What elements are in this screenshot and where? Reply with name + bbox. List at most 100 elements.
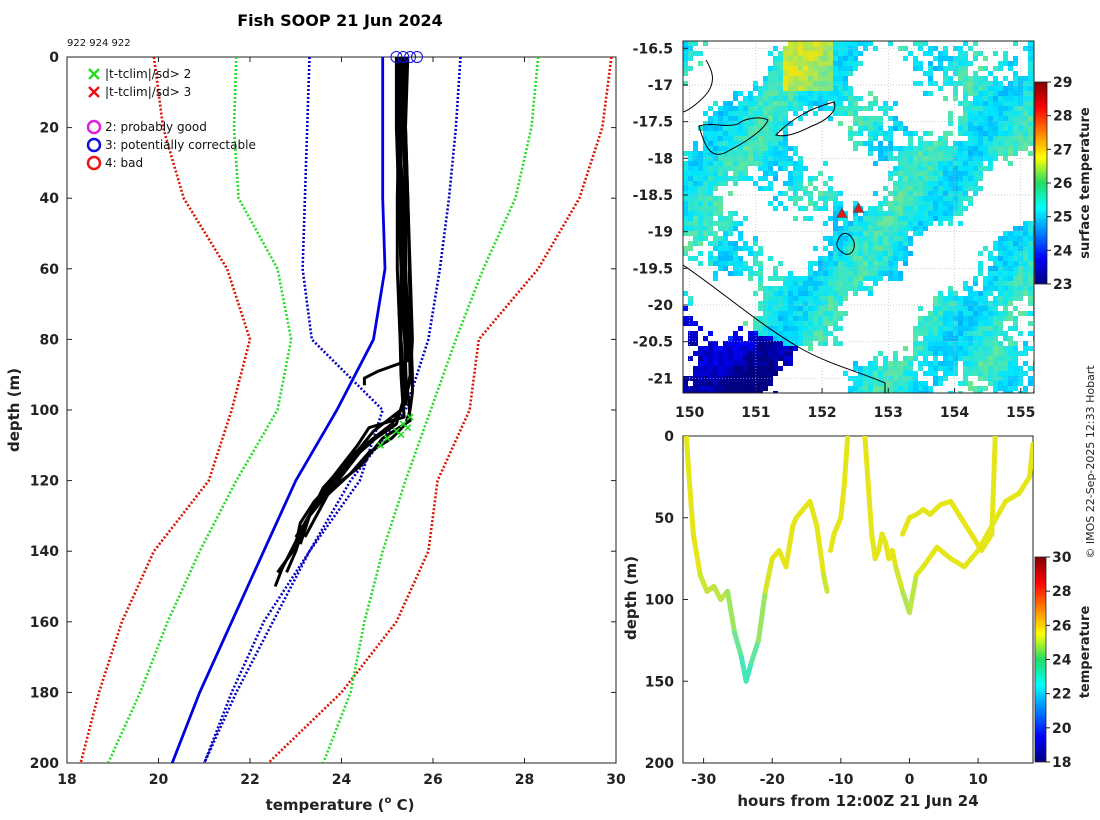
sst-cell xyxy=(1013,101,1018,106)
flag-2sd-marker xyxy=(383,434,391,442)
sst-cell xyxy=(683,206,688,211)
sst-cell xyxy=(928,311,933,316)
sst-cell xyxy=(953,141,958,146)
sst-cell xyxy=(953,306,958,311)
sst-cell xyxy=(923,206,928,211)
sst-cell xyxy=(923,146,928,151)
sst-cell xyxy=(753,116,758,121)
sst-cell xyxy=(928,51,933,56)
sst-cell xyxy=(853,391,858,393)
sst-cell xyxy=(778,111,783,116)
sst-cell xyxy=(738,246,743,251)
sst-cell xyxy=(843,111,848,116)
sst-cell xyxy=(918,341,923,346)
sst-cell xyxy=(808,291,813,296)
sst-cell xyxy=(808,331,813,336)
sst-cell xyxy=(958,126,963,131)
sst-cell xyxy=(733,371,738,376)
map-cb-tick-label: 29 xyxy=(1053,75,1072,91)
map-panel: 150 151 152 153 154 155-16.5-17-17.5-18-18.5-… xyxy=(633,40,1093,421)
sst-cell xyxy=(888,141,893,146)
sst-cell xyxy=(898,241,903,246)
sst-cell xyxy=(848,136,853,141)
sst-heatmap xyxy=(683,41,1034,393)
sst-cell xyxy=(948,221,953,226)
sst-cell xyxy=(763,126,768,131)
sst-cell xyxy=(943,161,948,166)
sst-cell xyxy=(818,66,823,71)
sst-cell xyxy=(868,246,873,251)
sst-cell xyxy=(953,206,958,211)
sst-cell xyxy=(883,101,888,106)
sst-cell xyxy=(968,331,973,336)
sst-cell xyxy=(963,41,968,46)
sst-cell xyxy=(938,216,943,221)
sst-cell xyxy=(788,106,793,111)
sst-cell xyxy=(903,391,908,393)
sst-cell xyxy=(918,176,923,181)
sst-cell xyxy=(968,351,973,356)
sst-cell xyxy=(858,241,863,246)
sst-cell xyxy=(953,191,958,196)
sst-cell xyxy=(983,296,988,301)
sst-cell xyxy=(943,201,948,206)
sst-cell xyxy=(783,351,788,356)
sst-cell xyxy=(973,191,978,196)
sst-cell xyxy=(938,206,943,211)
sst-cell xyxy=(693,366,698,371)
sst-cell xyxy=(978,371,983,376)
sst-cell xyxy=(813,301,818,306)
sst-cell xyxy=(1013,111,1018,116)
sst-cell xyxy=(973,356,978,361)
sst-cell xyxy=(1003,131,1008,136)
sst-cell xyxy=(768,361,773,366)
sst-cell xyxy=(958,76,963,81)
sst-cell xyxy=(988,291,993,296)
sst-cell xyxy=(838,91,843,96)
sst-cell xyxy=(693,161,698,166)
sst-cell xyxy=(813,296,818,301)
sst-cell xyxy=(708,381,713,386)
sst-cell xyxy=(918,146,923,151)
sst-cell xyxy=(828,51,833,56)
sst-cell xyxy=(828,196,833,201)
sst-cell xyxy=(938,316,943,321)
sst-cell xyxy=(743,156,748,161)
sst-cell xyxy=(833,221,838,226)
sst-cell xyxy=(988,331,993,336)
sst-cell xyxy=(728,176,733,181)
sst-cell xyxy=(773,271,778,276)
sst-cell xyxy=(963,296,968,301)
sst-cell xyxy=(793,306,798,311)
sst-cell xyxy=(913,186,918,191)
sst-cell xyxy=(1008,161,1013,166)
sst-cell xyxy=(868,206,873,211)
x-tick-label: 26 xyxy=(423,772,442,788)
sst-cell xyxy=(813,281,818,286)
sst-cell xyxy=(993,256,998,261)
sst-cell xyxy=(798,311,803,316)
sst-cell xyxy=(953,146,958,151)
sst-cell xyxy=(763,161,768,166)
sst-cell xyxy=(813,81,818,86)
sst-cell xyxy=(1018,371,1023,376)
profile-line-6 xyxy=(285,57,414,573)
sst-cell xyxy=(803,331,808,336)
sst-cell xyxy=(788,361,793,366)
sst-cell xyxy=(868,361,873,366)
sst-cell xyxy=(953,96,958,101)
sst-cell xyxy=(688,191,693,196)
sst-cell xyxy=(978,116,983,121)
sst-cell xyxy=(943,46,948,51)
sst-cell xyxy=(738,141,743,146)
sst-cell xyxy=(858,216,863,221)
sst-cell xyxy=(738,371,743,376)
sst-cell xyxy=(898,186,903,191)
sst-cell xyxy=(773,311,778,316)
sst-cell xyxy=(943,186,948,191)
sst-cell xyxy=(868,241,873,246)
sst-cell xyxy=(1023,236,1028,241)
sst-cell xyxy=(1003,76,1008,81)
legend-q2-marker xyxy=(86,119,102,135)
sst-cell xyxy=(853,211,858,216)
